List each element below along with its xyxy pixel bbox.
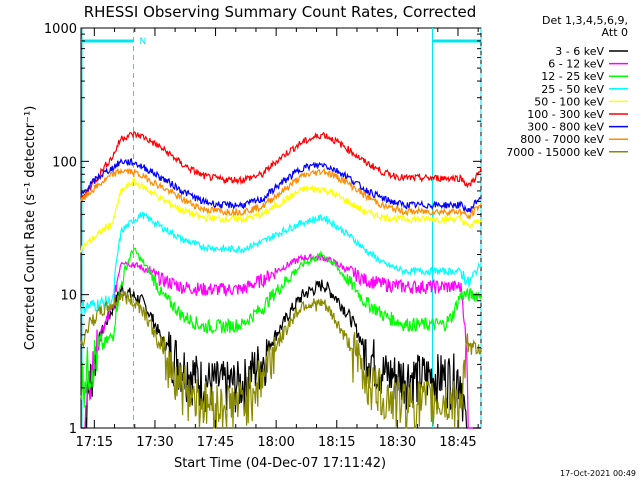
series-line-8	[80, 290, 482, 429]
x-tick-label-0: 17:15	[76, 435, 113, 450]
legend-label-7: 800 - 7000 keV	[520, 133, 604, 146]
y-tick-label-2: 100	[52, 155, 77, 170]
legend-header-1: Att 0	[602, 26, 628, 39]
axis-layer: 1 10 100 1000 17:15 17:30 17:45 18:00 18:15 18:30…	[44, 22, 481, 450]
x-tick-label-3: 18:00	[257, 435, 294, 450]
legend-header-0: Det 1,3,4,5,6,9,	[542, 14, 628, 27]
series-line-7	[80, 167, 482, 220]
y-tick-label-1: 10	[60, 289, 77, 304]
y-tick-label-0: 1	[69, 422, 77, 437]
x-tick-label-2: 17:45	[197, 435, 234, 450]
attenuator-flag-layer: N	[81, 28, 482, 428]
series-line-4	[80, 176, 482, 253]
series-line-2	[80, 247, 482, 408]
series-line-6	[80, 158, 482, 213]
x-tick-label-4: 18:15	[318, 435, 355, 450]
legend-label-5: 100 - 300 keV	[527, 108, 604, 121]
legend-label-4: 50 - 100 keV	[534, 95, 604, 108]
y-axis-label: Corrected Count Rate (s⁻¹ detector⁻¹)	[23, 106, 38, 351]
plot-frame	[80, 27, 482, 429]
x-tick-label-5: 18:30	[379, 435, 416, 450]
series-line-3	[80, 211, 482, 314]
legend-label-1: 6 - 12 keV	[548, 58, 604, 71]
series-line-0	[81, 279, 481, 429]
footer-date: 17-Oct-2021 00:49	[560, 469, 636, 478]
flag-label: N	[140, 37, 147, 47]
x-axis-label: Start Time (04-Dec-07 17:11:42)	[174, 456, 386, 471]
series-layer	[80, 131, 482, 429]
legend-label-3: 25 - 50 keV	[541, 83, 604, 96]
legend-label-6: 300 - 800 keV	[527, 121, 604, 134]
legend-label-2: 12 - 25 keV	[541, 70, 604, 83]
chart-title: RHESSI Observing Summary Count Rates, Co…	[84, 3, 477, 21]
y-tick-label-3: 1000	[44, 22, 77, 37]
series-line-5	[80, 131, 482, 201]
legend-label-0: 3 - 6 keV	[555, 45, 604, 58]
legend-label-8: 7000 - 15000 keV	[506, 146, 604, 159]
x-tick-label-1: 17:30	[136, 435, 173, 450]
x-tick-label-6: 18:45	[439, 435, 476, 450]
